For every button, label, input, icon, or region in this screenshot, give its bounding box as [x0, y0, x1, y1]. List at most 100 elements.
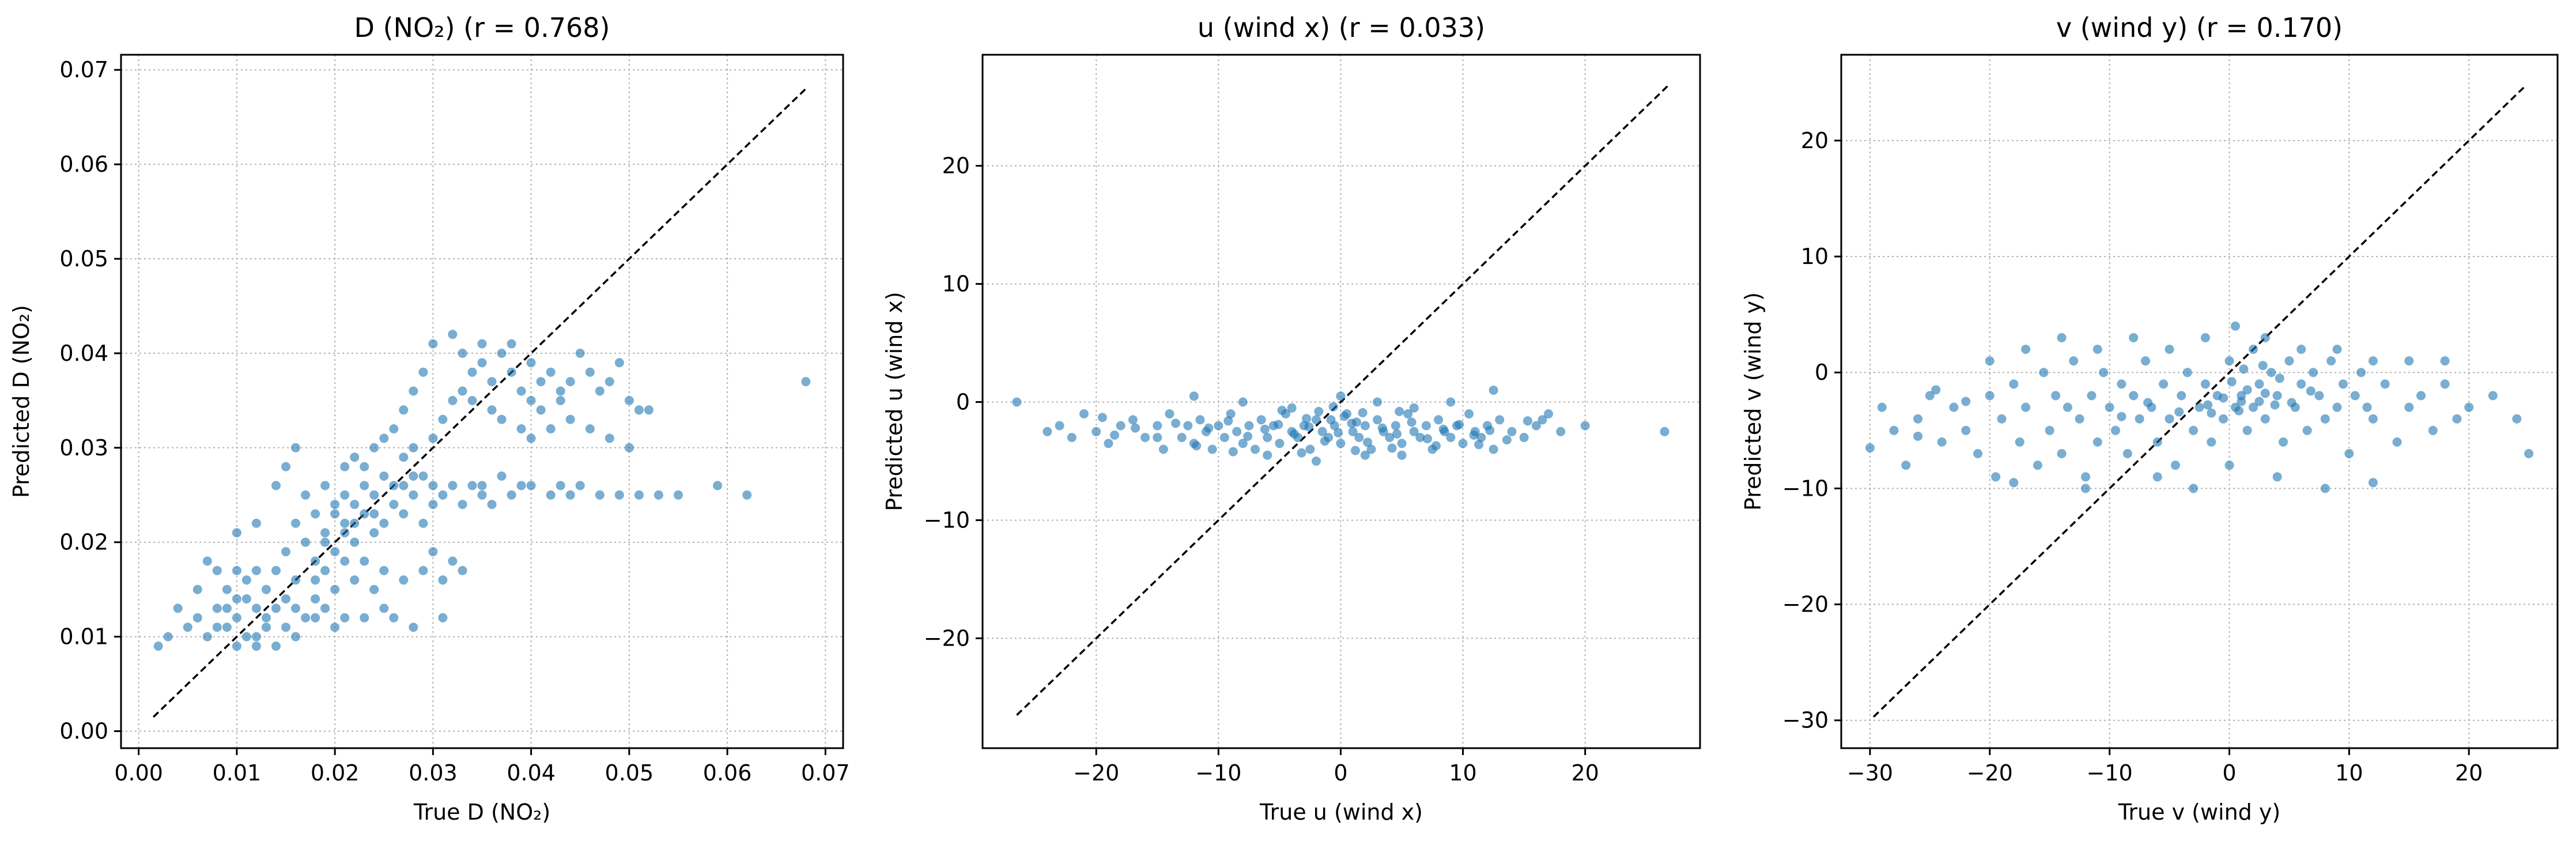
scatter-point: [2129, 391, 2139, 401]
scatter-point: [516, 386, 526, 396]
scatter-point: [320, 603, 330, 613]
scatter-point: [222, 623, 232, 632]
scatter-point: [1339, 412, 1349, 421]
scatter-point: [2309, 368, 2318, 378]
scatter-point: [565, 414, 575, 424]
scatter-point: [399, 481, 409, 491]
scatter-point: [2117, 379, 2126, 389]
scatter-point: [1304, 422, 1314, 432]
scatter-point: [1889, 425, 1899, 435]
scatter-point: [1055, 421, 1064, 431]
scatter-point: [2440, 356, 2450, 366]
scatter-point: [742, 490, 752, 500]
scatter-point: [153, 642, 163, 651]
scatter-point: [1244, 421, 1254, 431]
scatter-point: [2279, 437, 2288, 447]
scatter-point: [1507, 427, 1517, 436]
scatter-point: [212, 623, 222, 632]
scatter-point: [2332, 402, 2342, 412]
scatter-point: [2326, 356, 2336, 366]
scatter-point: [1865, 443, 1875, 452]
scatter-point: [1373, 397, 1383, 407]
scatter-point: [2092, 437, 2102, 447]
scatter-point: [379, 603, 389, 613]
scatter-point: [1985, 356, 1995, 366]
scatter-point: [2524, 449, 2534, 458]
scatter-point: [1556, 427, 1566, 436]
scatter-point: [1363, 437, 1373, 447]
scatter-point: [350, 500, 360, 510]
scatter-point: [2242, 385, 2252, 395]
scatter-point: [2320, 484, 2330, 493]
scatter-point: [438, 575, 448, 585]
scatter-point: [330, 500, 340, 510]
scatter-point: [614, 490, 624, 500]
scatter-point: [1189, 391, 1199, 401]
scatter-point: [2230, 321, 2240, 331]
scatter-point: [585, 424, 595, 433]
x-axis-label: True v (wind y): [2118, 799, 2280, 825]
scatter-point: [575, 348, 585, 358]
scatter-point: [399, 575, 409, 585]
scatter-point: [251, 518, 261, 528]
x-tick-label: 0.01: [213, 760, 262, 786]
scatter-point: [2368, 478, 2378, 488]
scatter-point: [438, 414, 448, 424]
scatter-point: [311, 613, 320, 623]
scatter-point: [1485, 425, 1495, 435]
scatter-point: [320, 565, 330, 575]
scatter-point: [2224, 461, 2234, 470]
scatter-point: [1397, 450, 1407, 460]
y-tick-label: −20: [1782, 592, 1829, 617]
y-tick-label: −20: [924, 625, 970, 651]
scatter-point: [448, 395, 458, 405]
scatter-point: [1232, 427, 1242, 436]
scatter-point: [2105, 402, 2114, 412]
scatter-point: [1877, 402, 1887, 412]
scatter-point: [271, 481, 281, 491]
scatter-point: [1256, 415, 1266, 425]
scatter-point: [2189, 425, 2199, 435]
scatter-point: [1476, 433, 1486, 442]
scatter-point: [605, 377, 614, 387]
scatter-panel-wind-x: −20 −10 0 10 20 −20 −10 0 10 20 u (wind x) (r = 0…: [882, 12, 1701, 825]
scatter-point: [251, 642, 261, 651]
scatter-point: [556, 481, 565, 491]
scatter-point: [262, 613, 271, 623]
scatter-point: [2063, 402, 2072, 412]
scatter-point: [458, 386, 467, 396]
x-axis-label: True u (wind x): [1259, 799, 1423, 825]
scatter-point: [350, 575, 360, 585]
scatter-point: [624, 395, 634, 405]
scatter-point: [311, 594, 320, 603]
scatter-point: [1387, 443, 1397, 453]
scatter-point: [320, 528, 330, 538]
scatter-point: [556, 386, 565, 396]
scatter-point: [330, 623, 340, 632]
scatter-point: [1228, 447, 1238, 457]
scatter-point: [1519, 433, 1529, 442]
y-tick-label: 10: [942, 271, 970, 297]
scatter-point: [1274, 420, 1283, 429]
scatter-point: [369, 528, 379, 538]
scatter-point: [320, 481, 330, 491]
scatter-point: [281, 462, 290, 471]
x-tick-label: 10: [1449, 760, 1476, 786]
identity-line: [152, 88, 807, 718]
scatter-point: [1403, 409, 1413, 418]
chart-title: v (wind y) (r = 0.170): [2056, 12, 2343, 43]
scatter-point: [1421, 421, 1431, 431]
scatter-point: [232, 642, 241, 651]
scatter-point: [1275, 439, 1285, 448]
scatter-point: [340, 613, 350, 623]
scatter-point: [438, 613, 448, 623]
scatter-point: [1177, 433, 1187, 442]
scatter-point: [360, 613, 369, 623]
scatter-point: [222, 584, 232, 594]
scatter-point: [1366, 444, 1376, 454]
scatter-point: [418, 471, 428, 481]
scatter-point: [262, 584, 271, 594]
scatter-point: [291, 603, 300, 613]
scatter-point: [212, 565, 222, 575]
scatter-point: [2362, 402, 2372, 412]
